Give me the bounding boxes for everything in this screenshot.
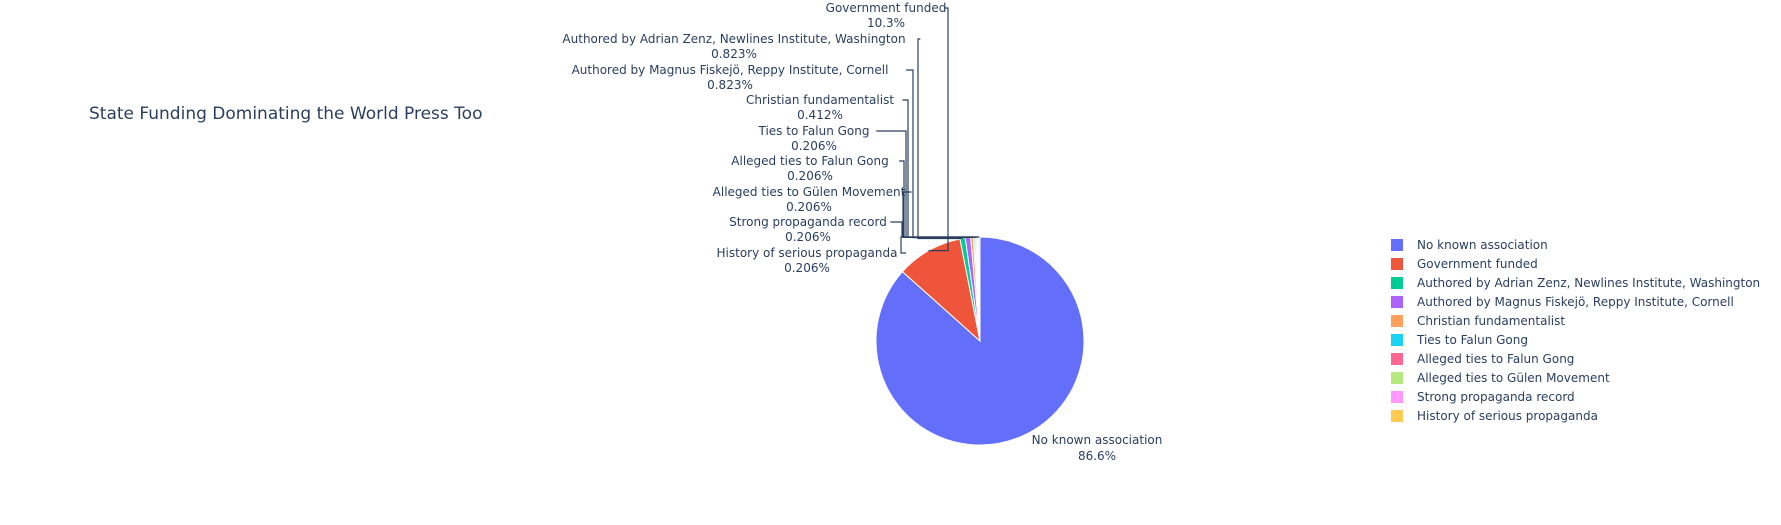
slice-label-percent: 0.206% (787, 169, 833, 183)
slice-label-percent: 0.206% (791, 139, 837, 153)
slice-label-percent: 0.412% (797, 108, 843, 122)
legend-swatch[interactable] (1391, 239, 1403, 251)
legend-item-label[interactable]: Authored by Adrian Zenz, Newlines Instit… (1417, 276, 1760, 290)
legend-item-label[interactable]: History of serious propaganda (1417, 409, 1598, 423)
slice-label-percent: 0.206% (785, 230, 831, 244)
pie-slices (875, 236, 1085, 446)
legend-item-label[interactable]: Strong propaganda record (1417, 390, 1575, 404)
legend-item-label[interactable]: Christian fundamentalist (1417, 314, 1565, 328)
slice-labels: No known association 86.6% Government fund… (562, 1, 1162, 463)
slice-label-name: Government funded (826, 1, 947, 15)
legend-swatch[interactable] (1391, 334, 1403, 346)
leader-line (906, 69, 968, 239)
slice-label-percent: 10.3% (867, 16, 905, 30)
slice-label-percent: 0.823% (707, 78, 753, 92)
legend-item-label[interactable]: Authored by Magnus Fiskejö, Reppy Instit… (1417, 295, 1734, 309)
slice-label-name: Christian fundamentalist (746, 93, 894, 107)
legend-swatch[interactable] (1391, 353, 1403, 365)
leader-line (902, 191, 977, 238)
legend: No known association Government funded Aut… (1391, 238, 1760, 423)
legend-item-label[interactable]: Alleged ties to Gülen Movement (1417, 371, 1610, 385)
slice-label-name: Strong propaganda record (729, 215, 887, 229)
legend-swatch[interactable] (1391, 277, 1403, 289)
legend-swatch[interactable] (1391, 296, 1403, 308)
slice-label-name: Ties to Falun Gong (758, 124, 870, 138)
leader-line (928, 7, 949, 252)
legend-item-label[interactable]: Government funded (1417, 257, 1538, 271)
chart-title: State Funding Dominating the World Press… (89, 104, 482, 124)
legend-item-label[interactable]: Alleged ties to Falun Gong (1417, 352, 1574, 366)
legend-swatch[interactable] (1391, 258, 1403, 270)
slice-label-name: Alleged ties to Gülen Movement (713, 185, 906, 199)
slice-label-percent: 0.823% (711, 47, 757, 61)
slice-label-percent: 86.6% (1078, 449, 1116, 463)
slice-label-name: Authored by Magnus Fiskejö, Reppy Instit… (572, 63, 889, 77)
slice-label-percent: 0.206% (786, 200, 832, 214)
leader-lines (876, 7, 980, 254)
legend-item-label[interactable]: Ties to Falun Gong (1416, 333, 1528, 347)
legend-item-label[interactable]: No known association (1417, 238, 1548, 252)
slice-label-name: History of serious propaganda (717, 246, 898, 260)
legend-swatch[interactable] (1391, 410, 1403, 422)
slice-label-percent: 0.206% (784, 261, 830, 275)
slice-label-name: Authored by Adrian Zenz, Newlines Instit… (562, 32, 905, 46)
leader-line (917, 38, 963, 240)
leader-line (899, 160, 976, 238)
legend-swatch[interactable] (1391, 372, 1403, 384)
slice-label-name: No known association (1032, 433, 1163, 447)
legend-swatch[interactable] (1391, 391, 1403, 403)
slice-label-name: Alleged ties to Falun Gong (731, 154, 888, 168)
leader-line (900, 236, 980, 254)
legend-swatch[interactable] (1391, 315, 1403, 327)
